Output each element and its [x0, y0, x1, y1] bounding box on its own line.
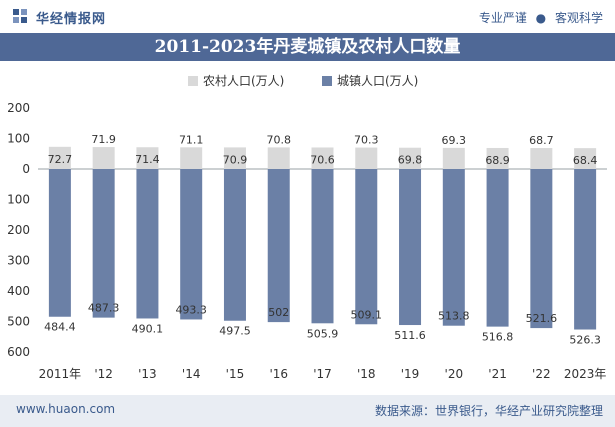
- legend-swatch-urban: [322, 75, 332, 86]
- bar-urban: [180, 169, 203, 320]
- bar-urban: [355, 169, 378, 325]
- x-tick-label: '19: [401, 367, 420, 381]
- footer-bar: www.huaon.com 数据来源：世界银行，华经产业研究院整理: [0, 395, 615, 427]
- x-tick-label: '21: [488, 367, 507, 381]
- x-tick-label: '12: [94, 367, 113, 381]
- bar-urban: [92, 169, 115, 318]
- tagline-professional: 专业严谨: [478, 11, 527, 25]
- data-label-urban: 513.8: [438, 310, 470, 323]
- bar-urban: [267, 169, 290, 323]
- bar-rural: [355, 147, 378, 169]
- data-label-urban: 516.8: [482, 331, 514, 344]
- y-tick-label: 300: [7, 254, 30, 268]
- x-tick-label: '17: [313, 367, 332, 381]
- brand-name: 华经情报网: [36, 12, 107, 27]
- data-label-urban: 493.3: [175, 303, 207, 316]
- data-label-urban: 509.1: [351, 308, 383, 321]
- bar-urban: [574, 169, 597, 330]
- x-tick-label: '14: [182, 367, 201, 381]
- y-tick-label: 400: [7, 284, 30, 298]
- legend-swatch-rural: [188, 75, 198, 86]
- y-tick-label: 0: [22, 162, 30, 176]
- data-label-rural: 70.3: [354, 134, 379, 147]
- data-label-urban: 502: [268, 306, 289, 319]
- bar-rural: [486, 147, 509, 169]
- bar-rural: [399, 147, 422, 169]
- x-tick-label: '13: [138, 367, 157, 381]
- data-label-rural: 68.9: [485, 154, 510, 167]
- x-tick-label: '22: [532, 367, 551, 381]
- bar-urban: [486, 169, 509, 327]
- data-label-rural: 68.4: [573, 154, 598, 167]
- x-tick-label: '20: [445, 367, 464, 381]
- data-label-urban: 497.5: [219, 325, 251, 338]
- data-label-rural: 71.1: [179, 133, 204, 146]
- huajing-logo-icon: [13, 9, 27, 23]
- y-tick-label: 200: [7, 101, 30, 115]
- x-tick-label: '15: [226, 367, 245, 381]
- y-tick-label: 200: [7, 223, 30, 237]
- bar-urban: [223, 169, 246, 321]
- bar-rural: [92, 147, 115, 169]
- bar-urban: [48, 169, 71, 317]
- bar-rural: [48, 146, 71, 169]
- data-label-rural: 69.8: [398, 154, 423, 167]
- bar-urban: [399, 169, 422, 326]
- chart-plot: 200 100 0 100 200 300 400 500 600 72.7 484.4 2011年 7…: [7, 101, 607, 381]
- data-label-urban: 521.6: [526, 312, 558, 325]
- y-tick-label: 100: [7, 132, 30, 146]
- bar-rural: [223, 147, 246, 169]
- bar-urban: [311, 169, 334, 324]
- footer-source: 数据来源：世界银行，华经产业研究院整理: [374, 404, 603, 418]
- data-label-rural: 69.3: [442, 134, 467, 147]
- data-label-rural: 70.9: [223, 153, 248, 166]
- legend-item-rural: 农村人口(万人): [188, 72, 284, 89]
- data-label-urban: 511.6: [394, 329, 426, 342]
- bullet-icon: ●: [535, 11, 547, 25]
- legend-item-urban: 城镇人口(万人): [322, 72, 418, 89]
- data-label-rural: 71.9: [91, 133, 116, 146]
- data-label-rural: 71.4: [135, 153, 160, 166]
- bar-rural: [180, 147, 203, 169]
- data-label-rural: 72.7: [48, 153, 73, 166]
- x-tick-label: '18: [357, 367, 376, 381]
- chart-legend: 农村人口(万人) 城镇人口(万人): [0, 72, 615, 92]
- bar-rural: [442, 147, 465, 169]
- legend-label-urban: 城镇人口(万人): [337, 74, 419, 88]
- data-label-urban: 490.1: [132, 322, 164, 335]
- footer-website-link[interactable]: www.huaon.com: [16, 402, 116, 416]
- title-bar: 2011-2023年丹麦城镇及农村人口数量: [0, 33, 615, 61]
- bar-rural: [530, 148, 553, 169]
- data-label-rural: 70.8: [266, 133, 291, 146]
- legend-label-rural: 农村人口(万人): [203, 74, 285, 88]
- bar-urban: [136, 169, 159, 319]
- data-label-urban: 526.3: [569, 334, 601, 347]
- x-tick-label: 2023年: [564, 367, 607, 381]
- bar-rural: [136, 147, 159, 169]
- chart-title: 2011-2023年丹麦城镇及农村人口数量: [154, 37, 461, 57]
- bar-rural: [311, 147, 334, 169]
- top-bar: 华经情报网 专业严谨 ● 客观科学: [0, 0, 615, 32]
- bar-rural: [574, 148, 597, 169]
- bar-urban: [442, 169, 465, 326]
- data-label-rural: 68.7: [529, 134, 554, 147]
- data-label-rural: 70.6: [310, 153, 335, 166]
- y-tick-label: 600: [7, 345, 30, 359]
- data-label-urban: 505.9: [307, 327, 339, 340]
- x-tick-label: 2011年: [39, 367, 82, 381]
- bar-rural: [267, 147, 290, 169]
- tagline-objective: 客观科学: [554, 11, 603, 25]
- bar-urban: [530, 169, 553, 329]
- data-label-urban: 487.3: [88, 302, 120, 315]
- x-tick-label: '16: [269, 367, 288, 381]
- y-tick-label: 500: [7, 315, 30, 329]
- data-label-urban: 484.4: [44, 321, 76, 334]
- y-tick-label: 100: [7, 193, 30, 207]
- header-tagline: 专业严谨 ● 客观科学: [479, 9, 603, 26]
